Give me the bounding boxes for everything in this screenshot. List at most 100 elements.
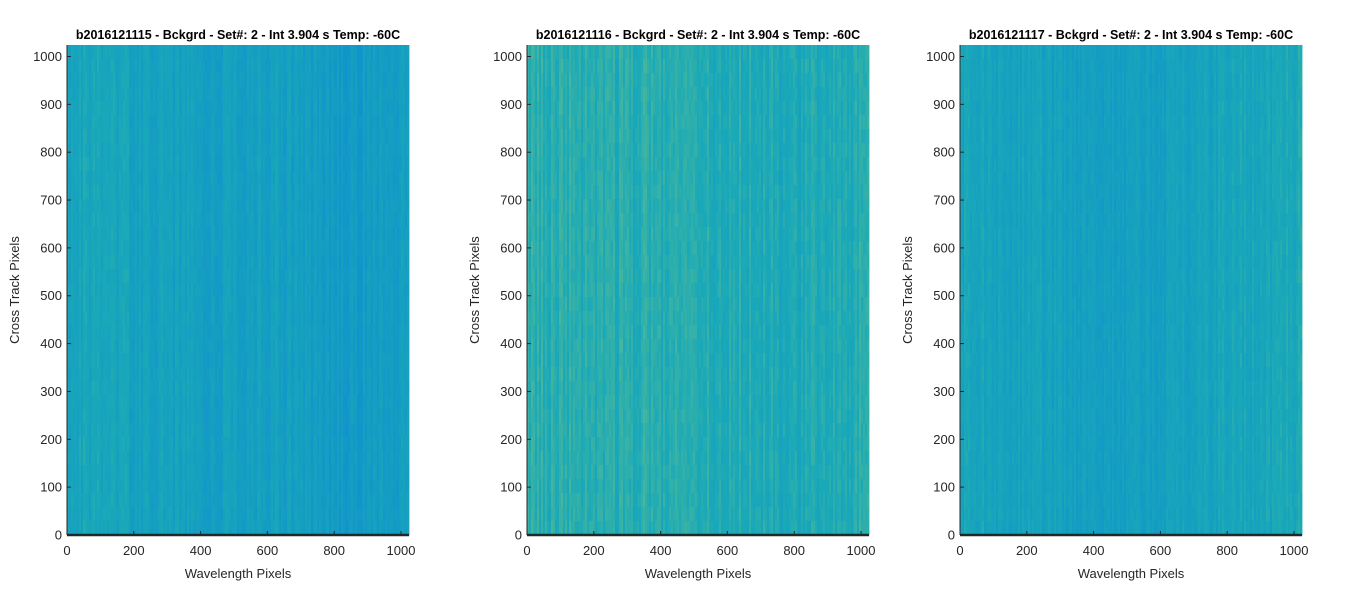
heatmap-cell — [215, 87, 218, 102]
heatmap-cell — [135, 101, 138, 116]
heatmap-cell — [85, 185, 88, 200]
heatmap-cell — [119, 171, 122, 186]
heatmap-cell — [67, 409, 70, 424]
heatmap-cell — [205, 213, 208, 228]
heatmap-cell — [123, 185, 126, 200]
heatmap-cell — [95, 367, 98, 382]
heatmap-cell — [193, 115, 196, 130]
heatmap-cell — [201, 157, 204, 172]
heatmap-cell — [167, 311, 170, 326]
heatmap-cell — [123, 241, 126, 256]
heatmap-cell — [149, 283, 152, 298]
heatmap-cell — [201, 101, 204, 116]
heatmap-cell — [199, 311, 202, 326]
heatmap-cell — [187, 129, 190, 144]
heatmap-cell — [161, 395, 164, 410]
heatmap-cell — [159, 171, 162, 186]
heatmap-cell — [199, 143, 202, 158]
heatmap-cell — [123, 157, 126, 172]
heatmap-cell — [131, 381, 134, 396]
heatmap-cell — [205, 269, 208, 284]
heatmap-cell — [73, 115, 76, 130]
heatmap-cell — [89, 213, 92, 228]
heatmap-cell — [123, 409, 126, 424]
heatmap-cell — [95, 171, 98, 186]
heatmap-cell — [95, 423, 98, 438]
heatmap-cell — [193, 311, 196, 326]
heatmap-cell — [67, 213, 70, 228]
heatmap-cell — [79, 115, 82, 130]
heatmap-cell — [197, 241, 200, 256]
heatmap-cell — [125, 479, 128, 494]
heatmap-cell — [167, 171, 170, 186]
heatmap-cell — [159, 437, 162, 452]
heatmap-cell — [111, 479, 114, 494]
heatmap-cell — [133, 465, 136, 480]
heatmap-cell — [161, 325, 164, 340]
heatmap-cell — [143, 283, 146, 298]
heatmap-cell — [121, 87, 124, 102]
heatmap-cell — [129, 199, 132, 214]
heatmap-cell — [85, 45, 88, 60]
heatmap-cell — [193, 381, 196, 396]
heatmap-cell — [81, 59, 84, 74]
heatmap-cell — [109, 283, 112, 298]
heatmap-cell — [137, 353, 140, 368]
heatmap-cell — [87, 395, 90, 410]
heatmap-cell — [125, 87, 128, 102]
heatmap-cell — [217, 283, 220, 298]
heatmap-cell — [211, 507, 214, 522]
heatmap-cell — [203, 227, 206, 242]
heatmap-cell — [93, 367, 96, 382]
heatmap-cell — [105, 171, 108, 186]
heatmap-cell — [81, 45, 84, 60]
heatmap-cell — [131, 171, 134, 186]
heatmap-cell — [115, 73, 118, 88]
heatmap-cell — [71, 395, 74, 410]
heatmap-cell — [81, 199, 84, 214]
heatmap-cell — [159, 45, 162, 60]
heatmap-cell — [109, 297, 112, 312]
heatmap-cell — [67, 381, 70, 396]
heatmap-cell — [131, 311, 134, 326]
heatmap-cell — [75, 199, 78, 214]
heatmap-cell — [147, 297, 150, 312]
heatmap-cell — [81, 101, 84, 116]
heatmap-cell — [127, 325, 130, 340]
heatmap-cell — [151, 101, 154, 116]
heatmap-cell — [191, 297, 194, 312]
heatmap-cell — [149, 367, 152, 382]
heatmap-cell — [129, 353, 132, 368]
heatmap-cell — [183, 115, 186, 130]
heatmap-cell — [107, 213, 110, 228]
heatmap-cell — [213, 45, 216, 60]
heatmap-cell — [91, 157, 94, 172]
heatmap-cell — [157, 409, 160, 424]
heatmap-cell — [69, 171, 72, 186]
heatmap-cell — [189, 381, 192, 396]
heatmap-cell — [97, 339, 100, 354]
heatmap-cell — [83, 157, 86, 172]
heatmap-cell — [209, 507, 212, 522]
heatmap-cell — [145, 73, 148, 88]
heatmap-cell — [101, 45, 104, 60]
heatmap-cell — [131, 269, 134, 284]
heatmap-cell — [159, 395, 162, 410]
heatmap-cell — [125, 143, 128, 158]
heatmap-cell — [177, 395, 180, 410]
heatmap-cell — [207, 129, 210, 144]
heatmap-cell — [185, 367, 188, 382]
heatmap-cell — [211, 185, 214, 200]
heatmap-cell — [133, 255, 136, 270]
heatmap-cell — [211, 521, 214, 536]
heatmap-cell — [199, 241, 202, 256]
heatmap-cell — [157, 115, 160, 130]
heatmap-cell — [193, 129, 196, 144]
heatmap-cell — [205, 59, 208, 74]
heatmap-cell — [85, 367, 88, 382]
heatmap-cell — [141, 465, 144, 480]
heatmap-cell — [139, 129, 142, 144]
heatmap-cell — [129, 283, 132, 298]
heatmap-cell — [185, 381, 188, 396]
heatmap-cell — [173, 213, 176, 228]
